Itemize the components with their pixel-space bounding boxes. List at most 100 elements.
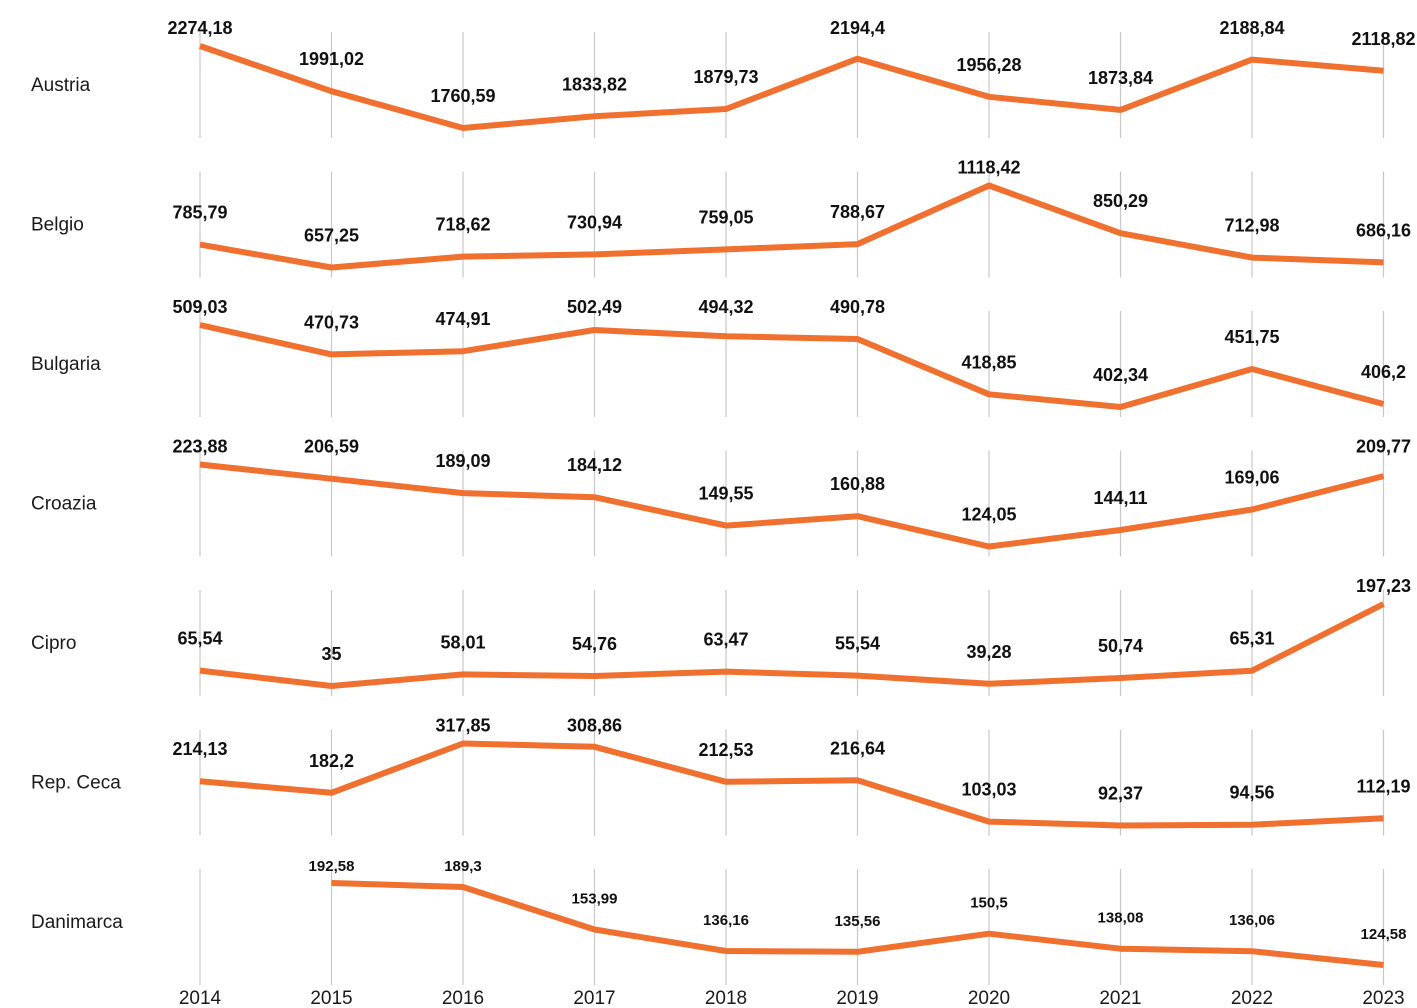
data-value-label: 418,85 xyxy=(961,352,1016,372)
country-rows: Austria 2274,18 1991,02 1760,59 1833,82 1879,… xyxy=(31,18,1416,968)
data-value-label: 189,09 xyxy=(435,451,490,471)
data-value-label: 39,28 xyxy=(966,642,1011,662)
x-tick-label: 2016 xyxy=(442,988,484,1008)
data-value-label: 317,85 xyxy=(435,716,490,736)
series-row: Croazia 223,88 206,59 189,09 184,12 149,55 160… xyxy=(31,437,1411,550)
data-value-label: 212,53 xyxy=(698,740,753,760)
data-value-label: 144,11 xyxy=(1093,488,1147,508)
data-value-label: 785,79 xyxy=(172,203,227,223)
data-value-label: 35 xyxy=(321,644,341,664)
series-line xyxy=(199,461,1385,550)
data-value-label: 124,58 xyxy=(1361,926,1407,943)
data-value-label: 55,54 xyxy=(835,634,880,654)
data-value-label: 103,03 xyxy=(961,780,1016,800)
series-name-label: Danimarca xyxy=(31,912,123,933)
data-value-label: 1118,42 xyxy=(957,158,1020,178)
data-value-label: 182,2 xyxy=(309,751,354,771)
series-name-label: Belgio xyxy=(31,215,84,236)
data-value-label: 2194,4 xyxy=(830,18,885,38)
series-name-label: Bulgaria xyxy=(31,354,101,375)
vertical-gridlines xyxy=(199,32,1385,985)
data-value-label: 494,32 xyxy=(698,297,753,317)
series-name-label: Austria xyxy=(31,75,91,96)
data-value-label: 149,55 xyxy=(698,484,753,504)
data-value-label: 686,16 xyxy=(1356,220,1411,240)
series-line xyxy=(199,43,1384,131)
data-value-label: 192,58 xyxy=(309,858,355,875)
data-value-label: 136,16 xyxy=(703,912,749,929)
data-value-label: 730,94 xyxy=(567,212,622,232)
data-value-label: 1991,02 xyxy=(299,49,364,69)
series-row: Austria 2274,18 1991,02 1760,59 1833,82 1879,… xyxy=(31,18,1416,131)
data-value-label: 759,05 xyxy=(698,207,753,227)
data-value-label: 308,86 xyxy=(567,716,622,736)
data-value-label: 214,13 xyxy=(172,739,227,759)
series-name-label: Rep. Ceca xyxy=(31,773,121,794)
data-value-label: 657,25 xyxy=(304,226,359,246)
data-value-label: 135,56 xyxy=(835,913,881,930)
series-name-label: Croazia xyxy=(31,494,97,515)
data-value-label: 153,99 xyxy=(572,891,618,908)
data-value-label: 54,76 xyxy=(572,634,617,654)
data-value-label: 136,06 xyxy=(1229,912,1275,929)
data-value-label: 94,56 xyxy=(1229,783,1274,803)
data-value-label: 718,62 xyxy=(435,215,490,235)
series-line xyxy=(199,601,1385,689)
data-value-label: 197,23 xyxy=(1356,576,1411,596)
series-row: Danimarca 192,58 189,3 153,99 136,16 135,56 15… xyxy=(31,858,1407,968)
data-value-label: 470,73 xyxy=(304,312,359,332)
data-value-label: 788,67 xyxy=(830,202,885,222)
x-tick-label: 2018 xyxy=(705,988,747,1008)
data-value-label: 1760,59 xyxy=(430,86,495,106)
data-value-label: 2274,18 xyxy=(167,18,232,38)
series-row: Belgio 785,79 657,25 718,62 730,94 759,05 788,… xyxy=(31,158,1411,271)
data-value-label: 402,34 xyxy=(1093,365,1148,385)
data-value-label: 92,37 xyxy=(1098,784,1143,804)
series-line xyxy=(199,182,1384,271)
x-tick-label: 2023 xyxy=(1362,988,1404,1008)
x-tick-label: 2017 xyxy=(573,988,615,1008)
data-value-label: 451,75 xyxy=(1224,327,1279,347)
series-row: Rep. Ceca 214,13 182,2 317,85 308,86 212,53 21… xyxy=(31,716,1411,829)
data-value-label: 406,2 xyxy=(1361,362,1406,382)
data-value-label: 112,19 xyxy=(1356,776,1410,796)
data-value-label: 160,88 xyxy=(830,474,885,494)
data-value-label: 216,64 xyxy=(830,738,885,758)
series-line xyxy=(331,880,1384,968)
data-value-label: 2118,82 xyxy=(1351,29,1415,49)
data-value-label: 1956,28 xyxy=(956,55,1021,75)
x-tick-label: 2021 xyxy=(1099,988,1141,1008)
data-value-label: 223,88 xyxy=(172,437,227,457)
data-value-label: 124,05 xyxy=(961,505,1016,525)
data-value-label: 1873,84 xyxy=(1088,68,1153,88)
x-axis-year-labels: 2014 2015 2016 2017 2018 2019 2020 2021 2022 2023 xyxy=(179,988,1405,1008)
data-value-label: 63,47 xyxy=(703,630,748,650)
data-value-label: 169,06 xyxy=(1224,468,1279,488)
x-tick-label: 2020 xyxy=(968,988,1010,1008)
data-value-label: 206,59 xyxy=(304,437,359,457)
data-value-label: 184,12 xyxy=(567,455,622,475)
series-name-label: Cipro xyxy=(31,633,76,654)
data-value-label: 474,91 xyxy=(435,309,490,329)
x-tick-label: 2014 xyxy=(179,988,222,1008)
data-value-label: 58,01 xyxy=(440,632,485,652)
series-row: Bulgaria 509,03 470,73 474,91 502,49 494,32 49… xyxy=(31,297,1406,410)
data-value-label: 850,29 xyxy=(1093,191,1148,211)
series-line xyxy=(199,322,1385,410)
x-tick-label: 2015 xyxy=(310,988,352,1008)
series-row: Cipro 65,54 35 58,01 54,76 63,47 55,54 39,28 50,… xyxy=(31,576,1411,689)
data-value-label: 1833,82 xyxy=(562,74,627,94)
data-value-label: 65,54 xyxy=(177,629,222,649)
x-tick-label: 2022 xyxy=(1231,988,1273,1008)
data-value-label: 1879,73 xyxy=(693,67,758,87)
data-value-label: 712,98 xyxy=(1224,216,1279,236)
data-value-label: 509,03 xyxy=(172,297,227,317)
x-tick-label: 2019 xyxy=(836,988,878,1008)
series-line xyxy=(199,740,1384,829)
data-value-label: 65,31 xyxy=(1229,629,1274,649)
data-value-label: 50,74 xyxy=(1098,636,1143,656)
data-value-label: 502,49 xyxy=(567,297,622,317)
data-value-label: 2188,84 xyxy=(1219,18,1284,38)
data-value-label: 209,77 xyxy=(1356,437,1411,457)
